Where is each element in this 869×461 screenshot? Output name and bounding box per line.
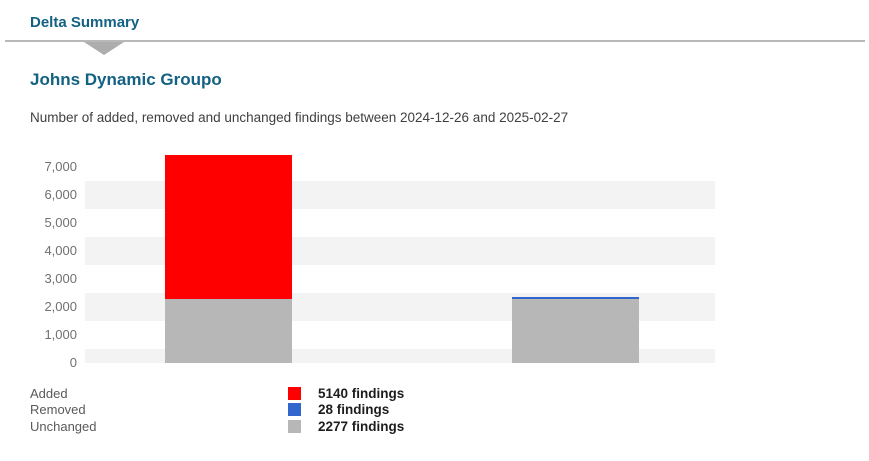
chart-title: Johns Dynamic Groupo	[30, 70, 222, 89]
legend-row-unchanged: Unchanged 2277 findings	[0, 419, 869, 434]
legend-label: Added	[30, 386, 68, 401]
legend-swatch-icon	[288, 420, 301, 433]
y-axis: 7,000 6,000 5,000 4,000 3,000 2,000 1,000 0	[0, 153, 77, 370]
legend-label: Unchanged	[30, 419, 97, 434]
legend-swatch-icon	[288, 403, 301, 416]
y-axis-tick-label: 2,000	[44, 299, 77, 314]
legend-value: 5140 findings	[318, 386, 405, 401]
bar-segment-unchanged	[165, 299, 292, 363]
legend-value: 2277 findings	[318, 419, 405, 434]
chart-plot-area	[85, 153, 715, 363]
y-axis-tick-label: 0	[69, 355, 77, 370]
y-axis-tick-label: 3,000	[44, 271, 77, 286]
legend-row-removed: Removed 28 findings	[0, 402, 869, 417]
bar-segment-removed	[512, 297, 639, 299]
legend-label: Removed	[30, 402, 86, 417]
y-axis-tick-label: 5,000	[44, 215, 77, 230]
active-section-pointer-icon	[84, 42, 124, 55]
chart-legend: Added 5140 findings Removed 28 findings Unch…	[0, 386, 869, 438]
y-axis-tick-label: 1,000	[44, 327, 77, 342]
y-axis-tick-label: 7,000	[44, 159, 77, 174]
bar-segment-added	[165, 155, 292, 299]
bar-segment-unchanged	[512, 299, 639, 363]
legend-swatch-icon	[288, 387, 301, 400]
legend-row-added: Added 5140 findings	[0, 386, 869, 401]
legend-value: 28 findings	[318, 402, 390, 417]
y-axis-tick-label: 6,000	[44, 187, 77, 202]
y-axis-tick-label: 4,000	[44, 243, 77, 258]
chart-subtitle: Number of added, removed and unchanged f…	[30, 110, 569, 125]
header-divider	[5, 40, 865, 42]
section-tab-delta-summary[interactable]: Delta Summary	[30, 14, 140, 31]
